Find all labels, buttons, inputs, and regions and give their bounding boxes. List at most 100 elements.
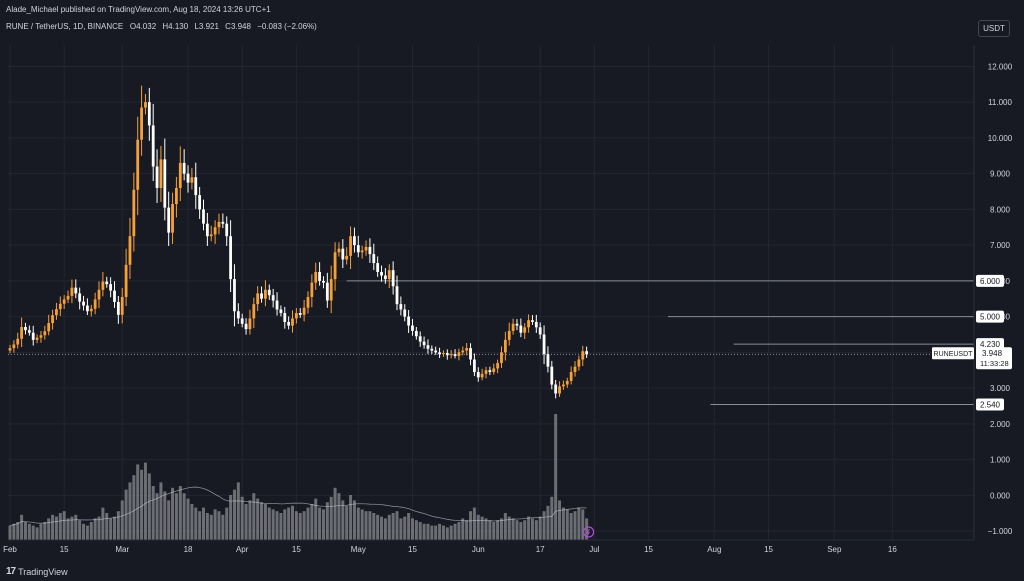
candle-body (229, 236, 232, 280)
candle (279, 305, 283, 317)
volume-bar (469, 511, 473, 540)
volume-bar (225, 507, 229, 540)
candle (329, 265, 333, 314)
volume-bar (403, 516, 407, 540)
volume-bar (54, 516, 58, 540)
last-price-label-bg (976, 347, 1012, 370)
volume-bar (310, 504, 314, 540)
volume-bar (116, 511, 120, 540)
candle-body (345, 255, 349, 260)
candle-body (186, 173, 190, 183)
candle (310, 274, 314, 308)
candle-body (8, 348, 12, 351)
volume-bar (418, 522, 422, 540)
candle-body (515, 323, 519, 326)
volume-bar (356, 507, 360, 540)
candle-body (182, 162, 186, 174)
x-tick-label: Feb (3, 545, 17, 554)
candle-body (209, 234, 213, 237)
low-value: 3.921 (198, 22, 219, 31)
candle (225, 216, 229, 246)
candle-body (24, 326, 27, 331)
volume-bar (12, 523, 16, 540)
candle (353, 227, 356, 253)
volume-bar (174, 493, 178, 540)
y-tick-label: 7.000 (990, 241, 1011, 250)
volume-bar (496, 520, 500, 540)
candle (109, 277, 113, 298)
volume-bar (453, 523, 457, 540)
candle (573, 361, 577, 377)
level-label-bg (976, 398, 1004, 411)
candle-body (140, 107, 143, 140)
candle (159, 145, 163, 203)
volume-bars (8, 414, 589, 540)
candle (418, 331, 422, 347)
symbol-tag: RUNEUSDT (934, 351, 974, 358)
candle (236, 303, 240, 324)
volume-bar (476, 514, 480, 540)
candle (198, 186, 202, 219)
candle-body (337, 248, 341, 253)
candle (86, 298, 89, 316)
volume-bar (341, 500, 345, 540)
candle-body (275, 300, 279, 310)
candle (581, 345, 585, 367)
volume-bar (82, 523, 86, 540)
volume-bar (534, 520, 538, 540)
candle (144, 93, 147, 115)
volume-bar (8, 525, 12, 540)
candle (244, 318, 248, 335)
candle (229, 220, 232, 292)
candle-body (198, 195, 202, 210)
level-label-bg (976, 274, 1004, 287)
candle-body (445, 353, 449, 356)
candle-body (39, 335, 43, 338)
candle-body (260, 293, 263, 299)
horizontal-levels (8, 280, 974, 406)
volume-bar (368, 511, 372, 540)
candle-body (264, 289, 267, 299)
candle-body (461, 350, 465, 353)
volume-bar (434, 525, 438, 540)
candle (538, 322, 542, 339)
lightning-bolt-icon (586, 528, 591, 536)
volume-bar (217, 511, 221, 540)
candle-body (294, 313, 298, 319)
candle-body (144, 102, 147, 108)
open-label: O (129, 22, 137, 31)
candle-body (387, 270, 391, 280)
candle-body (546, 354, 550, 367)
level-label-bg (976, 310, 1004, 323)
volume-bar (78, 520, 82, 540)
candle (306, 291, 310, 314)
volume-bar (391, 513, 395, 540)
candle (66, 290, 70, 304)
candle (407, 309, 411, 333)
candle (376, 256, 380, 277)
candle-body (151, 125, 155, 167)
candle (217, 213, 221, 235)
candle-body (43, 331, 47, 336)
candle (260, 286, 263, 303)
candle-body (194, 177, 198, 196)
x-tick-label: 17 (536, 545, 545, 554)
volume-bar (267, 507, 271, 540)
currency-button[interactable]: USDT (978, 20, 1010, 37)
candle-body (492, 368, 496, 373)
candle-body (306, 296, 310, 308)
candle-body (178, 162, 182, 188)
candle (248, 309, 252, 335)
tradingview-footer[interactable]: 17 TradingView (6, 566, 68, 577)
candle-body (422, 341, 426, 346)
x-tick-label: May (351, 545, 366, 554)
symbol-label[interactable]: RUNE / TetherUS, 1D, BINANCE (6, 22, 124, 31)
low-label: L (194, 22, 199, 31)
candle (116, 296, 120, 324)
candle (132, 172, 136, 252)
candle-body (155, 166, 159, 188)
volume-bar (105, 513, 109, 540)
volume-bar (85, 525, 89, 540)
candle (368, 238, 372, 263)
